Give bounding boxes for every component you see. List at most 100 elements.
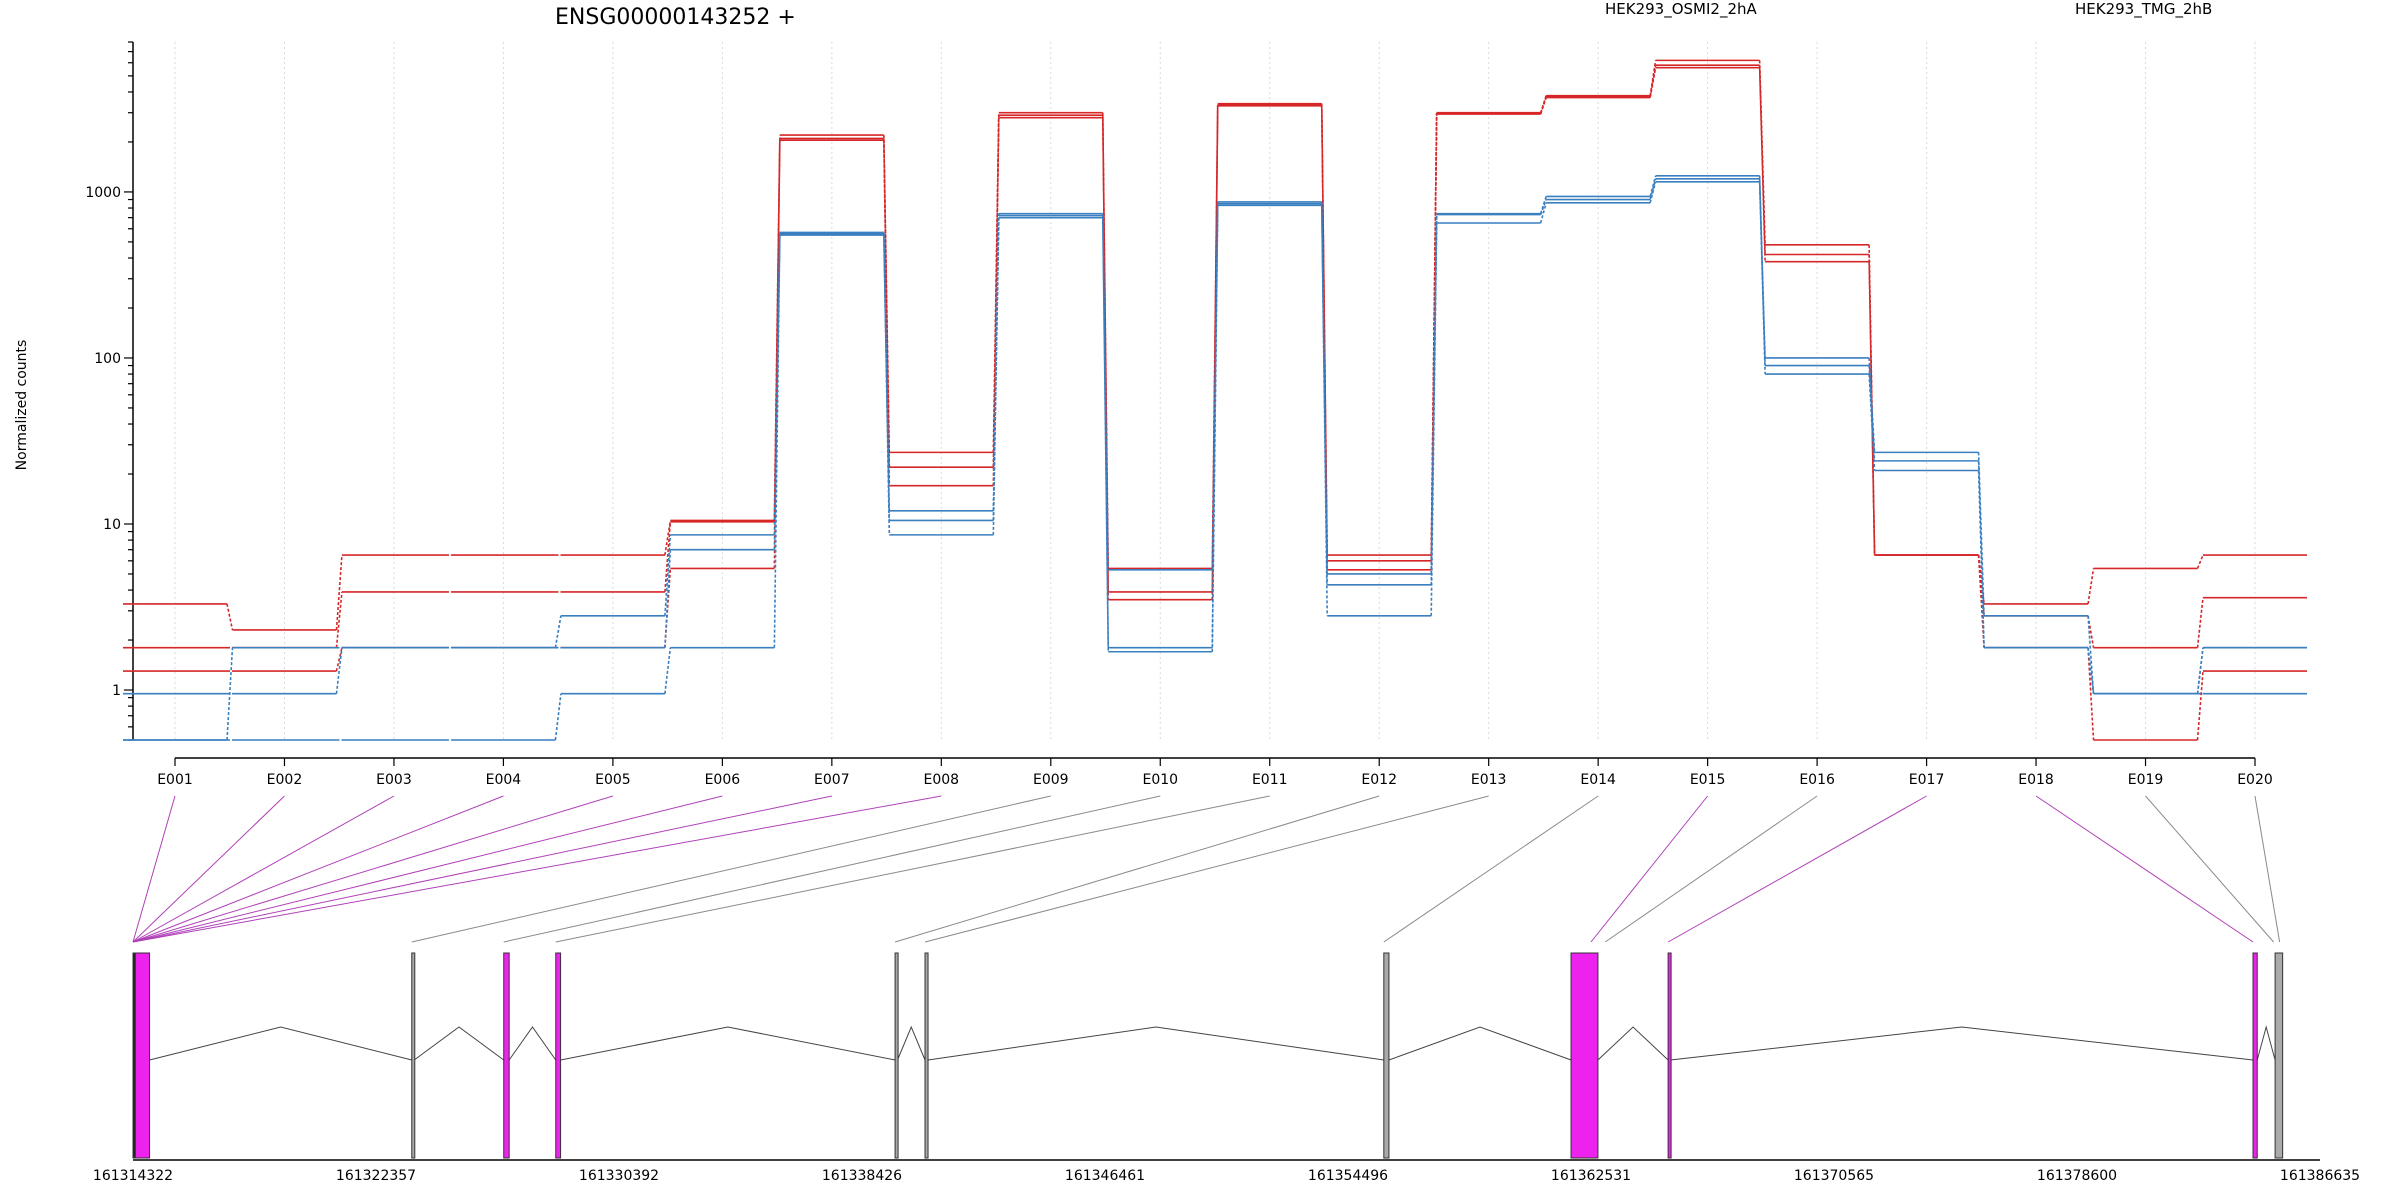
exon-connector [132,795,723,943]
exon-box [894,952,899,1159]
series-connector [2196,647,2204,694]
x-tick-label: E013 [1471,772,1507,788]
intron-line [1670,1026,2254,1061]
coordinate-label: 161370565 [1794,1168,1874,1184]
x-tick-label: E014 [1580,772,1616,788]
series-connector [773,233,781,550]
exon-connector [132,795,285,943]
exon-box [1667,952,1672,1159]
x-tick-label: E006 [705,772,741,788]
x-tick-label: E017 [1909,772,1945,788]
coordinate-label: 161322357 [336,1168,416,1184]
series-connector [2196,597,2204,648]
x-tick-label: E009 [1033,772,1069,788]
series-connector [554,693,562,741]
series-connector [1539,199,1547,215]
exon-connectors [132,795,2281,943]
y-tick-label: 1 [112,683,121,699]
coordinate-label: 161362531 [1551,1168,1631,1184]
exon-connector [132,795,395,943]
series-connector [1101,217,1110,652]
exon-connector [132,795,832,943]
intron-line [2256,1025,2276,1061]
coordinate-label: 161386635 [2280,1168,2360,1184]
intron-line [927,1026,1384,1061]
series-connector [1539,202,1547,224]
exon-box [1570,952,1599,1159]
series-connector [2087,568,2095,605]
series-connector [992,115,1000,468]
exon-box [1383,952,1390,1159]
series-connector [2087,647,2095,694]
series-connector [1977,470,1985,648]
series-connector [554,615,562,648]
series-connector [1211,205,1219,652]
exon-connector [503,795,1161,943]
series-connector [1320,205,1329,616]
grid-lines [174,42,2256,740]
exon-connector [132,795,504,943]
series-connector [1649,67,1657,98]
legend-entry-osmi: HEK293_OSMI2_2hA [1605,0,1758,19]
intron-line [413,1026,505,1061]
x-tick-label: E002 [267,772,303,788]
series-connector [664,521,672,592]
series-connector [992,217,1000,535]
series-connector [335,554,343,631]
coordinate-label: 161338426 [822,1168,902,1184]
series-connector [2196,554,2204,569]
legend-entry-tmg: HEK293_TMG_2hB [2075,0,2212,19]
intron-line [897,1025,926,1061]
exon-connector [555,795,1270,943]
series-connector [773,235,781,648]
gene-model: 161314322 161322357 161330392 161338426 1613… [93,952,2360,1184]
exon-connector [2035,795,2254,943]
x-tick-label: E001 [157,772,193,788]
series-connector [2087,615,2095,694]
chart-title: ENSG00000143252 + [555,5,796,30]
series-connector [1430,222,1438,616]
exon-connector [132,795,614,943]
series-connector [664,534,672,616]
exon-connector [924,795,1489,943]
exon-connector [2254,795,2281,943]
series-connector [1539,196,1547,214]
exon-connector [894,795,1380,943]
exon-box [2274,952,2284,1159]
coordinate-label: 161354496 [1308,1168,1388,1184]
series-connector [773,138,781,522]
x-tick-label: E007 [814,772,850,788]
coordinate-label: 161314322 [93,1168,173,1184]
x-tick-label: E010 [1142,772,1178,788]
exon-connector [1604,795,1818,943]
series-connector [1977,452,1985,616]
intron-line [508,1026,557,1061]
exon-connector [132,795,176,943]
series-connector [664,520,672,556]
exon-connector [1383,795,1599,943]
series-connector [1211,201,1219,570]
intron-line [560,1026,896,1061]
x-tick-label: E005 [595,772,631,788]
exon-connector [411,795,1051,943]
series-connector [1758,67,1766,262]
series-connector [226,603,234,631]
coordinate-label: 161346461 [1065,1168,1145,1184]
series-connector [1758,181,1766,375]
x-tick-label: E004 [486,772,522,788]
exon-connector [1590,795,1709,943]
series-connector [1539,95,1547,113]
x-tick-label: E020 [2237,772,2273,788]
coordinate-label: 161378600 [2037,1168,2117,1184]
series-lines [123,59,2307,741]
x-tick-label: E018 [2018,772,2054,788]
series-connector [1649,181,1657,204]
x-tick-label: E008 [924,772,960,788]
exon-box [411,952,416,1159]
coordinate-label: 161330392 [579,1168,659,1184]
y-axis-label: Normalized counts [14,340,30,471]
exon-box [2252,952,2258,1159]
y-tick-label: 100 [94,351,121,367]
x-tick-label: E003 [376,772,412,788]
